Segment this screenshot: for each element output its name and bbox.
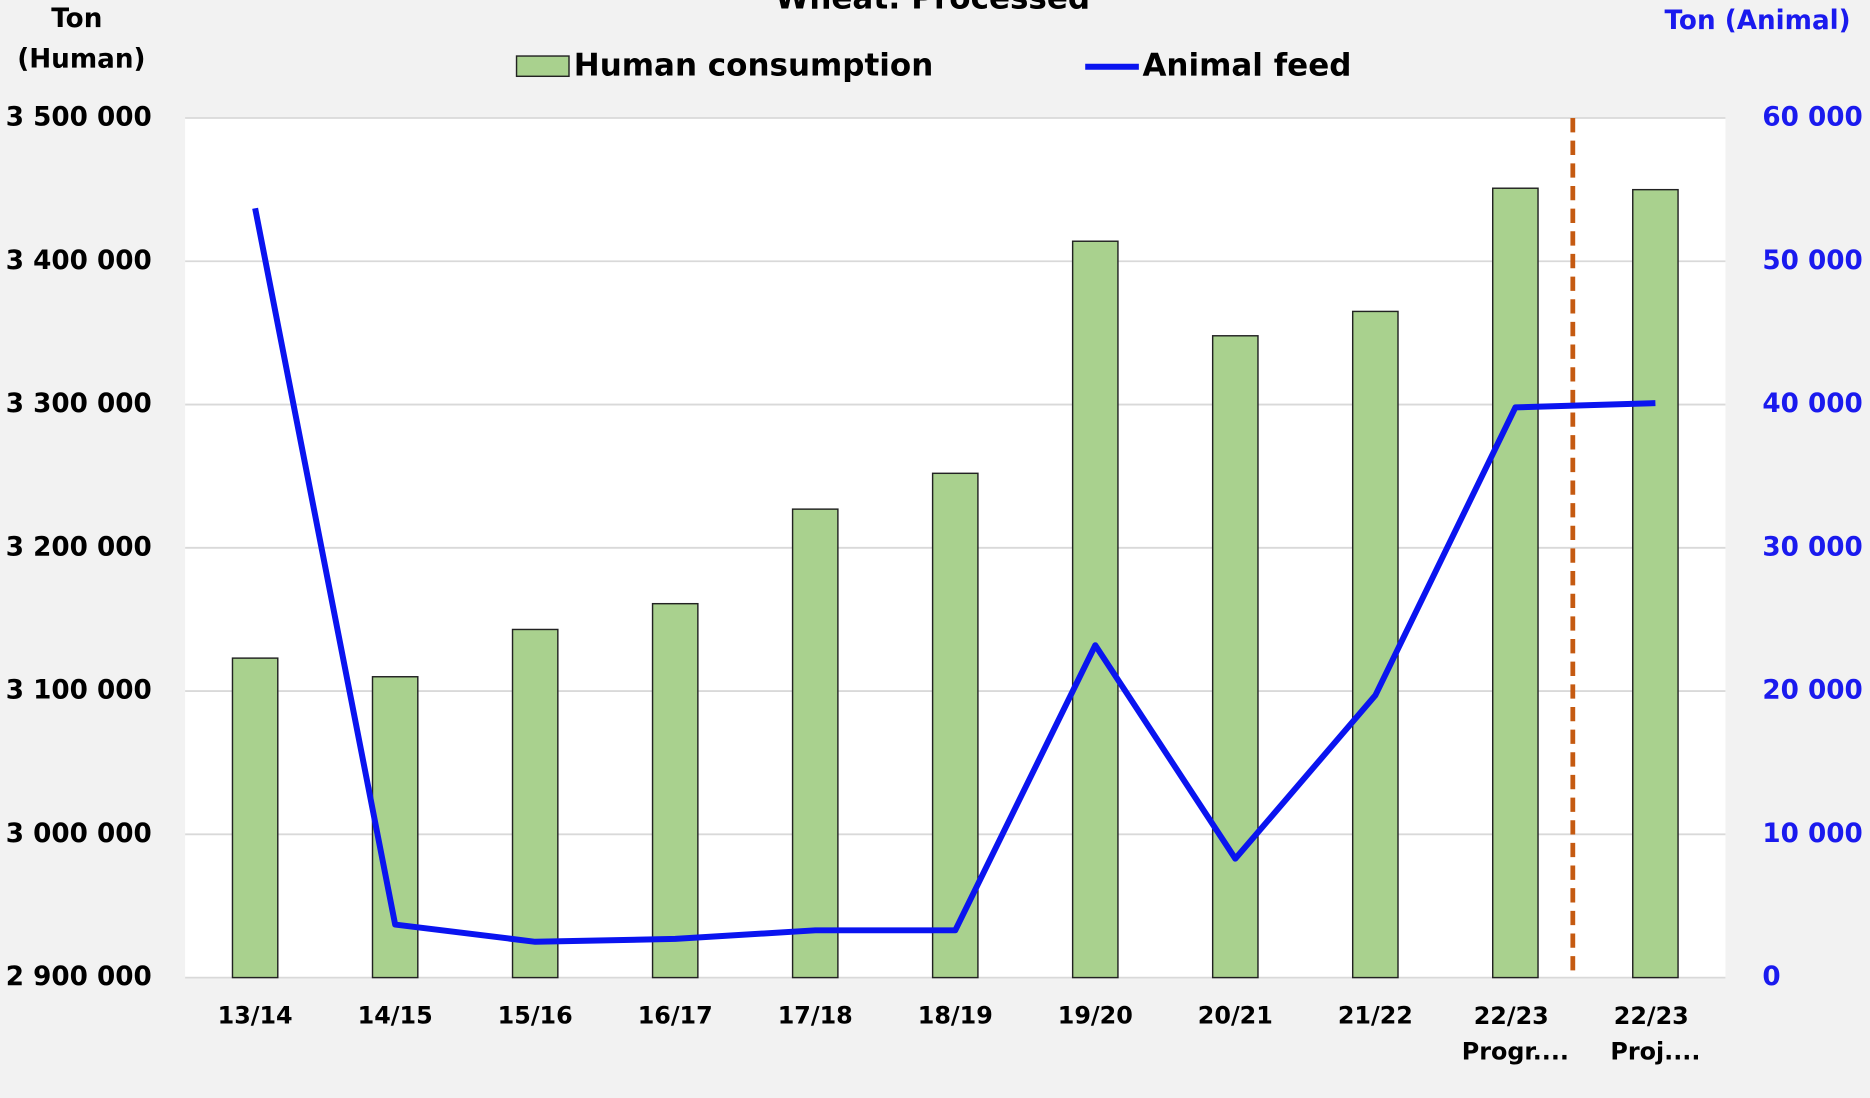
- x-tick-label: 20/21: [1198, 1001, 1273, 1029]
- bars: [231, 187, 1679, 979]
- x-tick-label: 21/22: [1338, 1001, 1413, 1029]
- x-tick-label: 16/17: [638, 1001, 713, 1029]
- bar: [511, 628, 559, 979]
- bar: [1492, 187, 1539, 979]
- chart-title: Wheat: Processed: [775, 0, 1090, 17]
- y-tick-label: 3 000 000: [6, 819, 152, 849]
- x-tick-label: 15/16: [498, 1001, 573, 1029]
- legend-swatch: [515, 55, 570, 78]
- bar: [1211, 335, 1259, 979]
- y-tick-label: 3 200 000: [6, 532, 152, 562]
- x-tick-label: 22/23 Proj....: [1610, 1001, 1700, 1065]
- y-tick-label: 3 100 000: [6, 676, 152, 706]
- bar: [371, 676, 419, 979]
- y-tick-label: 2 900 000: [6, 962, 152, 992]
- foreground: 2 900 000 3 000 000 3 100 000 3 200 000 3 30…: [6, 4, 1863, 1066]
- bar: [1071, 240, 1119, 979]
- x-tick-label: 14/15: [358, 1001, 433, 1029]
- legend-label: Human consumption: [574, 47, 933, 83]
- bar: [231, 657, 279, 979]
- x-tick-label: 19/20: [1058, 1001, 1133, 1029]
- y2-tick-label: 10 000: [1762, 819, 1862, 849]
- bar: [651, 602, 699, 979]
- y2-tick-label: 20 000: [1762, 676, 1862, 706]
- x-tick-label: 13/14: [218, 1001, 293, 1029]
- bar: [1351, 310, 1399, 979]
- y-axis-label: Ton (Human): [17, 4, 145, 75]
- y-tick-label: 3 500 000: [6, 103, 152, 133]
- y2-tick-label: 50 000: [1762, 246, 1862, 276]
- x-tick-label: 17/18: [778, 1001, 853, 1029]
- line: [252, 207, 1656, 945]
- bar: [1632, 188, 1679, 979]
- x-tick-label: 18/19: [918, 1001, 993, 1029]
- y-tick-label: 3 300 000: [6, 389, 152, 419]
- y2-tick-label: 60 000: [1762, 103, 1862, 133]
- legend-label: Animal feed: [1142, 47, 1351, 83]
- y2-axis-label: Ton (Animal): [1665, 6, 1851, 36]
- y-tick-label: 3 400 000: [6, 246, 152, 276]
- bar: [791, 508, 839, 979]
- y2-tick-label: 30 000: [1762, 532, 1862, 562]
- y2-tick-label: 40 000: [1762, 389, 1862, 419]
- x-tick-label: 22/23 Progr....: [1462, 1001, 1569, 1065]
- y2-tick-label: 0: [1762, 962, 1780, 992]
